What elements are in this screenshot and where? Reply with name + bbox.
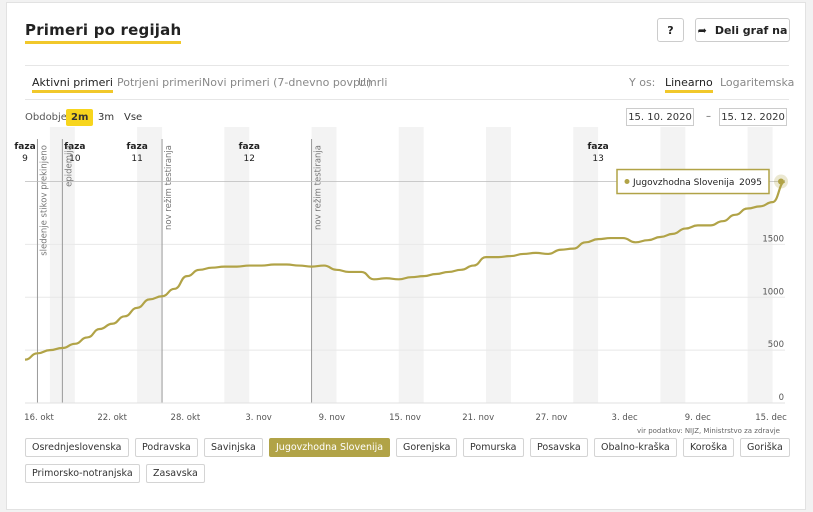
yaxis-scale-label: Y os: [629,76,656,89]
period-all-button[interactable]: Vse [124,112,143,123]
divider [25,65,789,66]
yaxis-linear-option[interactable]: Linearno [665,76,713,93]
y-tick-label: 1500 [762,234,784,244]
y-tick-label: 0 [779,393,784,403]
region-chip[interactable]: Posavska [530,438,588,457]
period-2m-button[interactable]: 2m [66,109,94,126]
weekend-band [398,127,424,403]
phase-label: 12 [244,154,255,164]
x-tick-label: 22. okt [97,413,127,423]
x-tick-label: 15. dec [755,413,787,423]
phase-label: faza [587,142,608,152]
share-button[interactable]: ➦ Deli graf na [695,18,790,42]
tooltip-series: Jugovzhodna Slovenija [632,178,734,188]
tab-novi-primeri[interactable]: Novi primeri (7-dnevno povpr.) [202,76,372,89]
region-chip[interactable]: Zasavska [146,464,205,483]
phase-label: 10 [69,154,81,164]
tooltip-marker [624,179,630,185]
x-tick-label: 16. okt [24,413,54,423]
y-tick-label: 1000 [762,287,784,297]
region-chip[interactable]: Podravska [135,438,198,457]
weekend-band [137,127,163,403]
region-chip[interactable]: Primorsko-notranjska [25,464,140,483]
weekend-band [573,127,599,403]
phase-label: faza [126,142,147,152]
tab-umrli[interactable]: Umrli [358,76,388,89]
weekend-band [485,127,511,403]
y-tick-label: 500 [768,340,784,350]
page-title: Primeri po regijah [25,21,182,44]
x-tick-label: 21. nov [462,413,494,423]
phase-label: 13 [592,154,603,164]
chart-card: Primeri po regijah ? ➦ Deli graf na Akti… [6,2,806,510]
event-label: sledenje stikov prekinjeno [39,145,49,256]
region-chip[interactable]: Obalno-kraška [594,438,677,457]
tooltip-value: 2095 [739,178,762,188]
hover-point[interactable] [778,178,784,185]
x-tick-label: 3. nov [245,413,271,423]
event-label: nov režim testiranja [164,145,174,230]
phase-label: faza [64,142,85,152]
divider [25,99,789,100]
x-tick-label: 3. dec [612,413,638,423]
event-label: epidemija [64,145,74,187]
event-label: nov režim testiranja [314,145,324,230]
series-line[interactable] [24,180,786,361]
yaxis-log-option[interactable]: Logaritemska [720,76,795,89]
period-3m-button[interactable]: 3m [98,112,115,123]
help-button[interactable]: ? [657,18,684,42]
phase-label: 9 [22,154,28,164]
tab-aktivni-primeri[interactable]: Aktivni primeri [32,76,113,93]
period-label: Obdobje [25,112,67,123]
weekend-band [747,127,773,403]
tooltip-box [616,168,770,195]
share-icon: ➦ [697,23,707,37]
tab-potrjeni-primeri[interactable]: Potrjeni primeri [117,76,202,89]
x-tick-label: 15. nov [389,413,421,423]
phase-label: faza [14,142,35,152]
weekend-band [660,127,686,403]
x-tick-label: 27. nov [535,413,567,423]
line-chart[interactable]: faza 9 faza 10 faza 11 faza 12 faza 13 sledenje st… [7,127,805,433]
region-chip[interactable]: Koroška [683,438,735,457]
region-chip[interactable]: Savinjska [204,438,263,457]
phase-label: 11 [131,154,142,164]
date-from-input[interactable]: 15. 10. 2020 [626,108,694,126]
region-chip[interactable]: Goriška [740,438,790,457]
date-separator: – [706,111,711,122]
x-tick-label: 9. dec [685,413,711,423]
x-tick-label: 28. okt [171,413,201,423]
data-source: vir podatkov: NIJZ, Ministrstvo za zdrav… [637,427,780,435]
region-chip[interactable]: Pomurska [463,438,524,457]
date-to-input[interactable]: 15. 12. 2020 [719,108,787,126]
share-button-label: Deli graf na [714,23,788,37]
region-chip[interactable]: Jugovzhodna Slovenija [269,438,391,457]
region-chip[interactable]: Gorenjska [396,438,458,457]
x-tick-label: 9. nov [319,413,345,423]
region-chip[interactable]: Osrednjeslovenska [25,438,129,457]
phase-label: faza [239,142,260,152]
